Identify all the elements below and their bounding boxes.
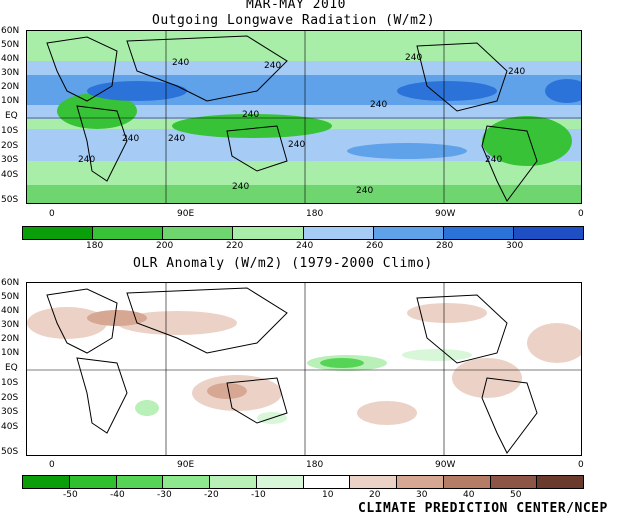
top-y-label: 30N <box>1 68 20 78</box>
olr-colorbar-tick: 280 <box>436 241 454 251</box>
bottom-y-label: 60N <box>1 278 20 288</box>
top-y-label: 30S <box>1 155 19 165</box>
top-y-label: 50S <box>1 195 19 205</box>
top-x-label: 90W <box>435 209 456 219</box>
bottom-y-label: 50N <box>1 292 20 302</box>
olr-contour-label-3: 240 <box>405 53 423 63</box>
top-y-label: 10S <box>1 126 19 136</box>
olr-colorbar-tick: 240 <box>296 241 314 251</box>
anomaly-map <box>26 282 582 456</box>
olr-color-swatch <box>93 227 164 239</box>
anomaly-color-swatch <box>537 476 583 488</box>
bottom-y-label: 30S <box>1 407 19 417</box>
anomaly-color-swatch <box>69 476 117 488</box>
anomaly-colorbar-tick: 40 <box>463 490 475 500</box>
bottom-y-label: 40N <box>1 306 20 316</box>
continent-outlines-bottom <box>46 287 538 454</box>
anomaly-colorbar-tick: 30 <box>416 490 428 500</box>
top-y-label: 20N <box>1 82 20 92</box>
top-y-label: 40N <box>1 54 20 64</box>
anomaly-color-swatch <box>23 476 70 488</box>
bottom-x-label: 0 <box>49 460 55 470</box>
anomaly-color-swatch <box>210 476 257 488</box>
anomaly-colorbar <box>22 475 584 489</box>
anomaly-colorbar-tick: -40 <box>110 490 125 500</box>
olr-color-swatch <box>303 227 374 239</box>
anomaly-colorbar-tick: -20 <box>204 490 219 500</box>
olr-contour-label-4: 240 <box>508 67 526 77</box>
olr-contour-label-2: 240 <box>264 61 282 71</box>
bottom-y-label: 20S <box>1 393 19 403</box>
anomaly-color-swatch <box>116 476 164 488</box>
olr-contour-label-12: 240 <box>232 182 250 192</box>
top-y-label: 40S <box>1 170 19 180</box>
top-y-label: 10N <box>1 96 20 106</box>
olr-map <box>26 30 582 204</box>
anomaly-colorbar-tick: -30 <box>157 490 172 500</box>
olr-color-swatch <box>233 227 304 239</box>
anomaly-color-swatch <box>443 476 491 488</box>
bottom-x-label: 180 <box>306 460 324 470</box>
top-y-label: 20S <box>1 141 19 151</box>
olr-color-swatch <box>443 227 514 239</box>
anomaly-color-swatch <box>397 476 444 488</box>
olr-contour-label-10: 240 <box>78 155 96 165</box>
top-x-label: 180 <box>306 209 324 219</box>
bottom-y-label: 30N <box>1 320 20 330</box>
olr-contour-label-9: 240 <box>288 140 306 150</box>
olr-contour-label-13: 240 <box>356 186 374 196</box>
anomaly-color-swatch <box>303 476 351 488</box>
bottom-y-label: 10S <box>1 378 19 388</box>
bottom-x-label: 0 <box>578 460 584 470</box>
season-label: MAR-MAY 2010 <box>246 0 346 12</box>
olr-colorbar-tick: 220 <box>226 241 244 251</box>
credit-label: CLIMATE PREDICTION CENTER/NCEP <box>358 501 608 516</box>
bottom-y-label: 20N <box>1 334 20 344</box>
anomaly-color-swatch <box>490 476 538 488</box>
olr-contour-label-7: 240 <box>122 134 140 144</box>
olr-contour-label-6: 240 <box>242 110 260 120</box>
olr-colorbar-tick: 180 <box>86 241 104 251</box>
anomaly-colorbar-tick: -50 <box>63 490 78 500</box>
olr-color-swatch <box>163 227 234 239</box>
top-map-title: Outgoing Longwave Radiation (W/m2) <box>152 13 436 28</box>
olr-colorbar-tick: 260 <box>366 241 384 251</box>
bottom-y-label: EQ <box>5 363 18 373</box>
olr-colorbar-tick: 200 <box>156 241 174 251</box>
bottom-y-label: 10N <box>1 348 20 358</box>
continent-outlines-top <box>46 35 538 202</box>
bottom-y-label: 50S <box>1 447 19 457</box>
top-x-label: 0 <box>49 209 55 219</box>
olr-contour-label-8: 240 <box>168 134 186 144</box>
olr-contour-label-11: 240 <box>485 155 503 165</box>
top-y-label: EQ <box>5 111 18 121</box>
olr-contour-label-5: 240 <box>370 100 388 110</box>
anomaly-colorbar-tick: 10 <box>322 490 334 500</box>
top-y-label: 50N <box>1 40 20 50</box>
bottom-x-label: 90E <box>177 460 195 470</box>
anomaly-color-swatch <box>350 476 397 488</box>
olr-color-swatch <box>23 227 94 239</box>
anomaly-colorbar-tick: 20 <box>369 490 381 500</box>
bottom-x-label: 90W <box>435 460 456 470</box>
olr-color-swatch <box>373 227 444 239</box>
anomaly-map-title: OLR Anomaly (W/m2) (1979-2000 Climo) <box>133 256 433 271</box>
anomaly-color-swatch <box>256 476 304 488</box>
olr-contour-label-1: 240 <box>172 58 190 68</box>
top-x-label: 0 <box>578 209 584 219</box>
olr-colorbar-tick: 300 <box>506 241 524 251</box>
olr-colorbar <box>22 226 584 240</box>
anomaly-color-swatch <box>163 476 210 488</box>
olr-color-swatch <box>513 227 583 239</box>
bottom-y-label: 40S <box>1 422 19 432</box>
top-x-label: 90E <box>177 209 195 219</box>
anomaly-colorbar-tick: 50 <box>510 490 522 500</box>
top-y-label: 60N <box>1 26 20 36</box>
anomaly-colorbar-tick: -10 <box>251 490 266 500</box>
